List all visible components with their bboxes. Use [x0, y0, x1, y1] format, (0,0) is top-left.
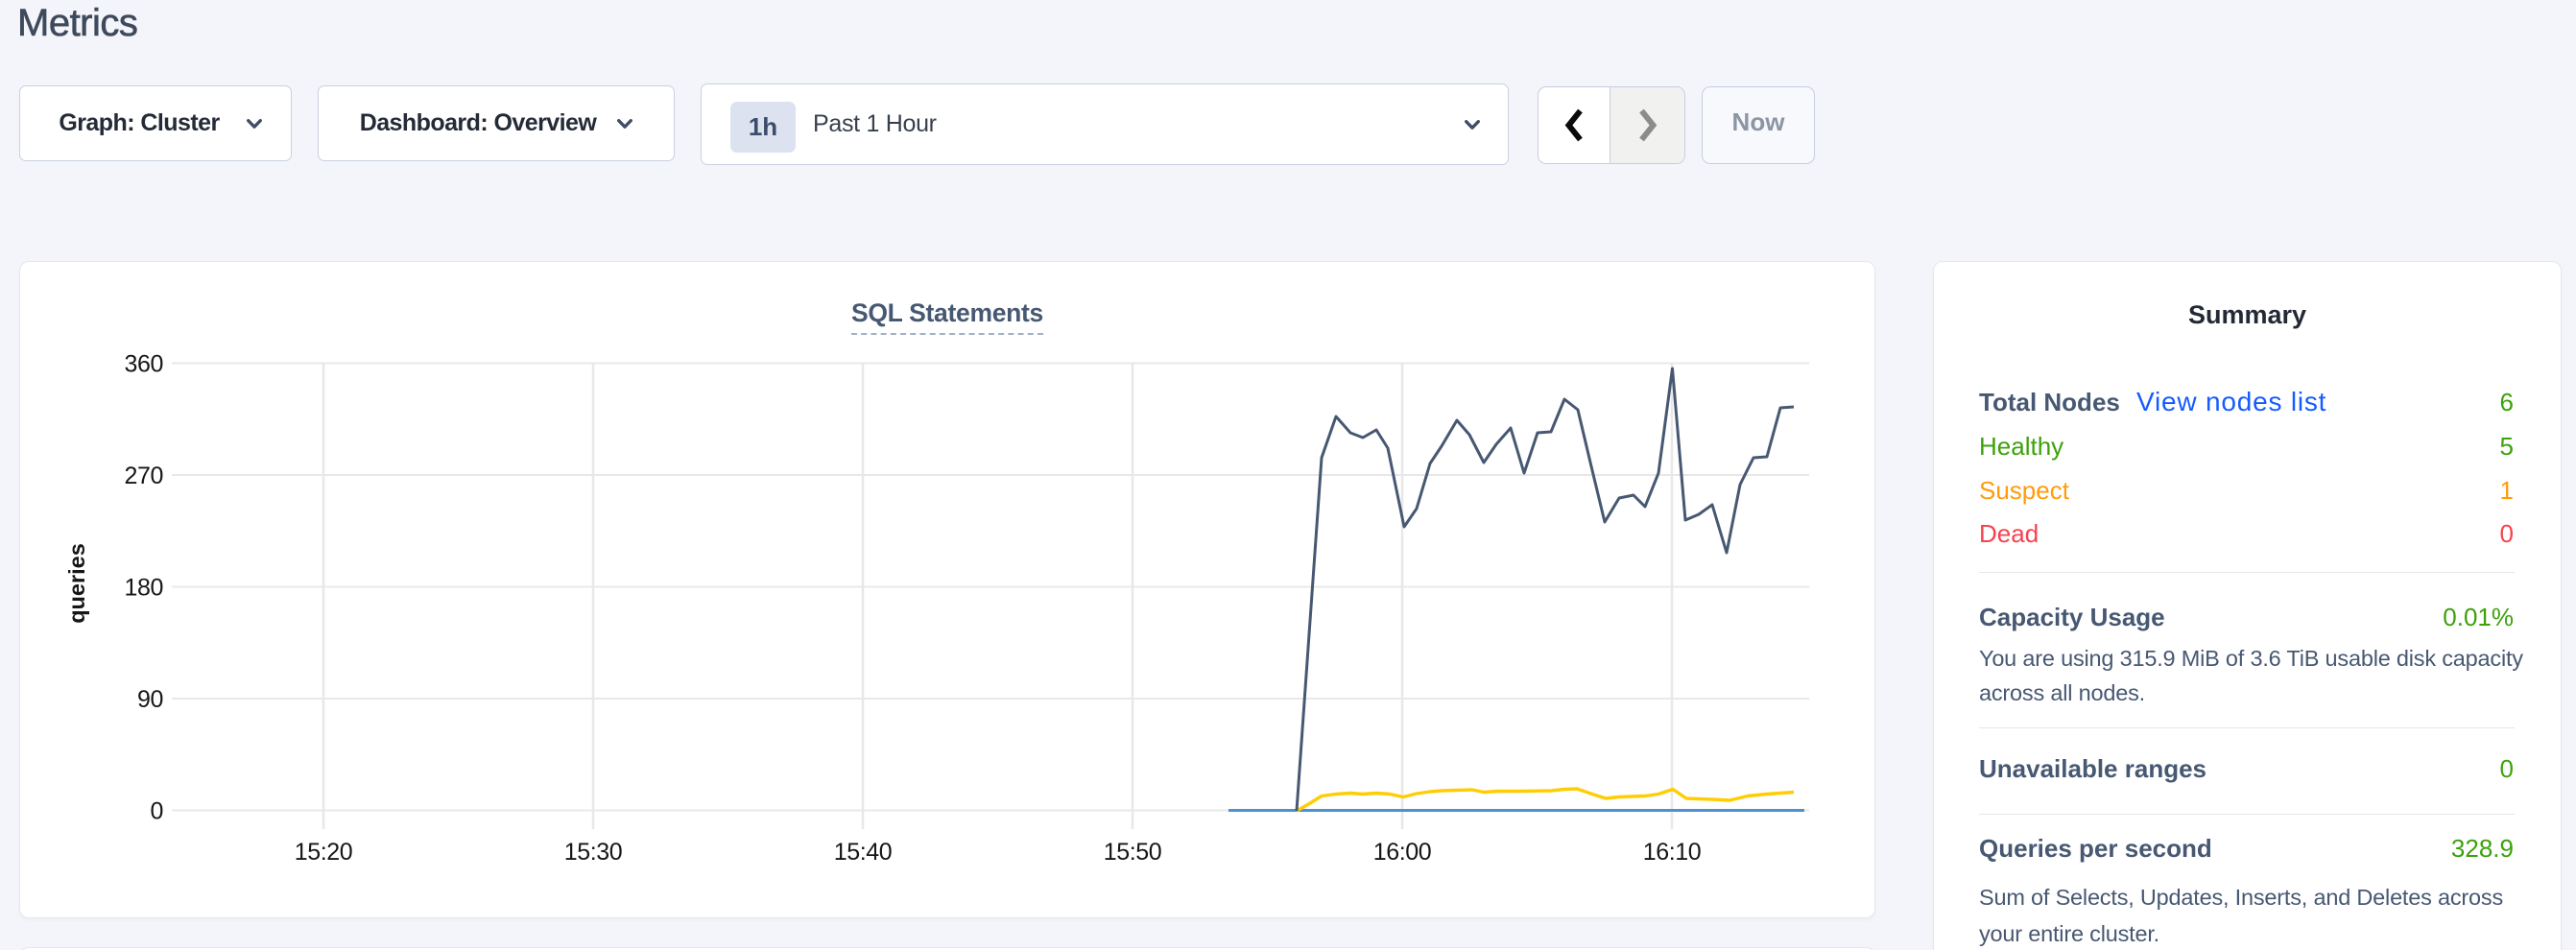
svg-text:queries: queries [64, 543, 89, 624]
svg-text:0: 0 [150, 798, 163, 825]
svg-text:15:50: 15:50 [1104, 839, 1162, 866]
svg-text:16:10: 16:10 [1643, 839, 1702, 866]
svg-text:360: 360 [124, 351, 163, 378]
svg-text:15:20: 15:20 [295, 839, 353, 866]
svg-text:180: 180 [124, 575, 163, 602]
svg-text:16:00: 16:00 [1373, 839, 1432, 866]
svg-text:90: 90 [137, 686, 163, 713]
svg-text:15:40: 15:40 [834, 839, 893, 866]
svg-text:15:30: 15:30 [564, 839, 623, 866]
svg-text:270: 270 [124, 463, 163, 489]
